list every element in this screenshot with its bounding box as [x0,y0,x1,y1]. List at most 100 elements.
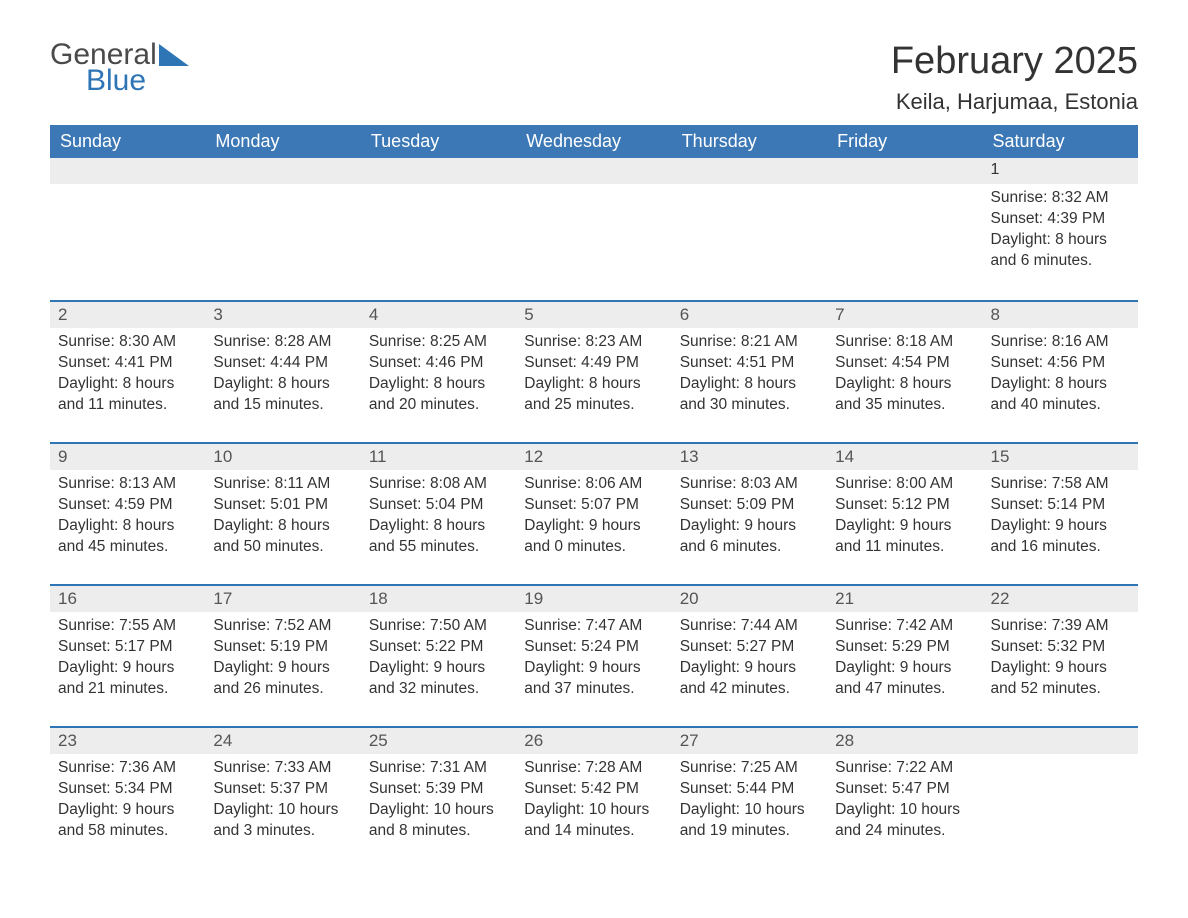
calendar-day-cell: 16Sunrise: 7:55 AMSunset: 5:17 PMDayligh… [50,584,205,726]
day-number-bar: 25 [361,726,516,754]
day-details: Sunrise: 8:16 AMSunset: 4:56 PMDaylight:… [983,328,1138,424]
sunrise-line: Sunrise: 7:58 AM [991,474,1130,495]
daylight-line: Daylight: 9 hours and 47 minutes. [835,658,974,700]
location: Keila, Harjumaa, Estonia [891,89,1138,115]
sunrise-label: Sunrise: [680,759,741,776]
daylight-label: Daylight: [835,801,900,818]
calendar-empty-cell [827,158,982,300]
sunrise-value: 8:11 AM [275,475,331,492]
daylight-line: Daylight: 9 hours and 16 minutes. [991,516,1130,558]
sunset-value: 5:01 PM [270,496,328,513]
daylight-label: Daylight: [991,517,1056,534]
day-details: Sunrise: 7:50 AMSunset: 5:22 PMDaylight:… [361,612,516,708]
daylight-line: Daylight: 9 hours and 26 minutes. [213,658,352,700]
day-number-bar [672,158,827,184]
calendar-week-row: 16Sunrise: 7:55 AMSunset: 5:17 PMDayligh… [50,584,1138,726]
sunrise-label: Sunrise: [58,617,119,634]
calendar-empty-cell [361,158,516,300]
weekday-header: Sunday [50,125,205,158]
day-details: Sunrise: 8:18 AMSunset: 4:54 PMDaylight:… [827,328,982,424]
sunrise-line: Sunrise: 8:16 AM [991,332,1130,353]
day-number-bar: 14 [827,442,982,470]
sunrise-label: Sunrise: [835,617,896,634]
calendar-day-cell: 27Sunrise: 7:25 AMSunset: 5:44 PMDayligh… [672,726,827,868]
day-number-bar: 7 [827,300,982,328]
sunrise-label: Sunrise: [58,333,119,350]
sunrise-line: Sunrise: 7:39 AM [991,616,1130,637]
day-number-bar: 26 [516,726,671,754]
sunset-label: Sunset: [213,780,270,797]
sunrise-line: Sunrise: 8:32 AM [991,188,1130,209]
day-details: Sunrise: 8:30 AMSunset: 4:41 PMDaylight:… [50,328,205,424]
sunrise-value: 8:13 AM [119,475,176,492]
sunrise-value: 8:00 AM [896,475,953,492]
sunrise-line: Sunrise: 8:21 AM [680,332,819,353]
day-number-bar: 12 [516,442,671,470]
calendar-day-cell: 3Sunrise: 8:28 AMSunset: 4:44 PMDaylight… [205,300,360,442]
day-details: Sunrise: 8:06 AMSunset: 5:07 PMDaylight:… [516,470,671,566]
daylight-label: Daylight: [213,659,278,676]
sunrise-value: 7:39 AM [1052,617,1109,634]
sunset-line: Sunset: 4:59 PM [58,495,197,516]
daylight-line: Daylight: 9 hours and 6 minutes. [680,516,819,558]
daylight-line: Daylight: 9 hours and 21 minutes. [58,658,197,700]
day-details: Sunrise: 8:25 AMSunset: 4:46 PMDaylight:… [361,328,516,424]
calendar-day-cell: 28Sunrise: 7:22 AMSunset: 5:47 PMDayligh… [827,726,982,868]
day-number-bar: 17 [205,584,360,612]
calendar-day-cell: 15Sunrise: 7:58 AMSunset: 5:14 PMDayligh… [983,442,1138,584]
sunrise-value: 7:47 AM [585,617,642,634]
calendar-day-cell: 12Sunrise: 8:06 AMSunset: 5:07 PMDayligh… [516,442,671,584]
day-number-bar: 2 [50,300,205,328]
calendar-day-cell: 13Sunrise: 8:03 AMSunset: 5:09 PMDayligh… [672,442,827,584]
daylight-label: Daylight: [524,801,589,818]
sunrise-value: 7:33 AM [275,759,332,776]
sunrise-label: Sunrise: [213,333,274,350]
day-number-bar [983,726,1138,754]
sunset-line: Sunset: 5:04 PM [369,495,508,516]
sunrise-value: 7:52 AM [275,617,332,634]
day-number-bar: 6 [672,300,827,328]
sunset-line: Sunset: 5:01 PM [213,495,352,516]
daylight-label: Daylight: [524,659,589,676]
sunrise-label: Sunrise: [991,617,1052,634]
sunset-line: Sunset: 4:54 PM [835,353,974,374]
day-number-bar: 15 [983,442,1138,470]
calendar-empty-cell [672,158,827,300]
daylight-line: Daylight: 10 hours and 19 minutes. [680,800,819,842]
calendar-empty-cell [205,158,360,300]
sunrise-value: 8:25 AM [430,333,487,350]
sunset-line: Sunset: 4:49 PM [524,353,663,374]
day-number-bar: 24 [205,726,360,754]
day-number-bar: 4 [361,300,516,328]
daylight-label: Daylight: [835,517,900,534]
sunset-label: Sunset: [991,638,1048,655]
sunset-label: Sunset: [213,638,270,655]
sunset-label: Sunset: [524,638,581,655]
sunrise-line: Sunrise: 7:25 AM [680,758,819,779]
calendar-empty-cell [50,158,205,300]
daylight-line: Daylight: 8 hours and 35 minutes. [835,374,974,416]
sunset-line: Sunset: 5:12 PM [835,495,974,516]
daylight-label: Daylight: [680,801,745,818]
day-number-bar: 13 [672,442,827,470]
sunrise-label: Sunrise: [524,333,585,350]
daylight-line: Daylight: 9 hours and 52 minutes. [991,658,1130,700]
daylight-line: Daylight: 8 hours and 55 minutes. [369,516,508,558]
calendar-day-cell: 8Sunrise: 8:16 AMSunset: 4:56 PMDaylight… [983,300,1138,442]
day-number-bar: 20 [672,584,827,612]
sunrise-value: 7:50 AM [430,617,487,634]
sunset-label: Sunset: [58,496,115,513]
sunrise-value: 7:58 AM [1052,475,1109,492]
sunset-label: Sunset: [58,780,115,797]
weekday-header: Monday [205,125,360,158]
day-number-bar [50,158,205,184]
sunrise-label: Sunrise: [213,475,274,492]
sunset-label: Sunset: [680,638,737,655]
day-number-bar: 9 [50,442,205,470]
sunrise-label: Sunrise: [835,475,896,492]
daylight-line: Daylight: 9 hours and 42 minutes. [680,658,819,700]
sunrise-line: Sunrise: 7:33 AM [213,758,352,779]
sunset-value: 4:51 PM [737,354,795,371]
calendar-day-cell: 11Sunrise: 8:08 AMSunset: 5:04 PMDayligh… [361,442,516,584]
sunrise-line: Sunrise: 8:28 AM [213,332,352,353]
